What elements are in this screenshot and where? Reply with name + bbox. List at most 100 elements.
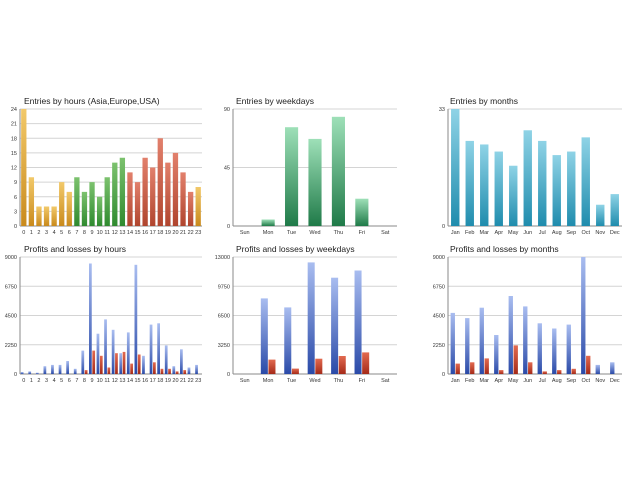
profit-bar [172, 366, 176, 374]
loss-bar [175, 371, 179, 374]
x-tick-label: Sun [240, 378, 250, 384]
y-tick-label: 3250 [218, 343, 230, 349]
x-tick-label: Feb [465, 230, 474, 236]
x-tick-label: 14 [127, 378, 133, 384]
x-tick-label: 0 [22, 378, 25, 384]
y-tick-label: 0 [14, 224, 17, 230]
profit-bar [96, 333, 100, 374]
x-tick-label: 18 [157, 378, 163, 384]
profit-bar [581, 257, 586, 374]
y-tick-label: 0 [442, 372, 445, 378]
y-tick-label: 0 [14, 372, 17, 378]
bar [480, 144, 489, 226]
loss-bar [499, 370, 504, 374]
loss-bar [362, 352, 370, 374]
x-tick-label: 11 [104, 378, 110, 384]
profit-bar [566, 324, 571, 374]
profit-bar [331, 277, 339, 374]
y-tick-label: 12 [11, 166, 17, 172]
x-tick-label: 0 [22, 230, 25, 236]
profit-bar [142, 355, 145, 374]
bar [523, 130, 532, 226]
bar [74, 177, 80, 226]
loss-bar [107, 367, 111, 374]
bar [285, 127, 299, 226]
y-tick-label: 4500 [5, 314, 17, 320]
x-tick-label: Mar [480, 230, 490, 236]
profit-bar [89, 263, 92, 374]
bar [596, 204, 605, 226]
profit-bar [119, 353, 123, 374]
profit-bar [610, 362, 615, 374]
x-tick-label: 18 [157, 230, 163, 236]
x-tick-label: 2 [37, 230, 40, 236]
bar [610, 194, 619, 226]
x-tick-label: Jul [539, 378, 546, 384]
profit-bar [494, 335, 499, 374]
profit-bar [195, 364, 198, 374]
profit-bar [164, 345, 168, 374]
x-tick-label: 8 [83, 230, 86, 236]
y-tick-label: 6500 [218, 314, 230, 320]
x-tick-label: 20 [172, 230, 178, 236]
loss-bar [455, 363, 460, 374]
x-tick-label: 17 [150, 230, 156, 236]
x-tick-label: Sat [381, 230, 390, 236]
bar [187, 191, 194, 226]
x-tick-label: Aug [552, 230, 562, 236]
loss-bar [315, 358, 323, 374]
x-tick-label: Mon [263, 230, 274, 236]
x-tick-label: 12 [112, 378, 118, 384]
x-tick-label: Fri [359, 378, 365, 384]
x-tick-label: Feb [465, 378, 474, 384]
profit-bar [134, 264, 138, 374]
x-tick-label: 21 [180, 378, 186, 384]
bar [465, 140, 474, 226]
x-tick-label: 1 [30, 378, 33, 384]
x-tick-label: Thu [334, 378, 343, 384]
x-tick-label: Fri [359, 230, 365, 236]
y-tick-label: 33 [439, 107, 445, 113]
x-tick-label: 22 [188, 230, 194, 236]
x-tick-label: 3 [45, 378, 48, 384]
x-tick-label: Jul [539, 230, 546, 236]
bar [43, 206, 50, 226]
bar [355, 198, 369, 226]
profit-bar [20, 372, 24, 374]
y-tick-label: 13000 [215, 255, 230, 261]
x-tick-label: 8 [83, 378, 86, 384]
loss-bar [160, 368, 164, 374]
x-tick-label: 6 [68, 230, 71, 236]
x-tick-label: 12 [112, 230, 118, 236]
y-tick-label: 2250 [5, 343, 17, 349]
x-tick-label: Wed [309, 378, 320, 384]
profit-bar [284, 307, 292, 374]
profit-bar [450, 312, 455, 374]
bar [308, 138, 322, 226]
bar [195, 187, 201, 226]
bar [552, 155, 561, 226]
profit-bar [149, 324, 153, 374]
x-tick-label: 13 [119, 378, 125, 384]
y-tick-label: 24 [11, 107, 17, 113]
bar [28, 177, 35, 226]
x-tick-label: Nov [595, 378, 605, 384]
profit-bar [35, 372, 39, 374]
loss-bar [115, 353, 118, 374]
bar [127, 172, 133, 226]
chart-title: Entries by months [450, 96, 519, 106]
loss-bar [99, 355, 103, 374]
bar [494, 151, 503, 226]
x-tick-label: 16 [142, 378, 148, 384]
profit-bar [73, 368, 77, 374]
y-tick-label: 6750 [5, 284, 17, 290]
profit-bar [51, 364, 54, 374]
x-tick-label: 16 [142, 230, 148, 236]
x-tick-label: 9 [91, 378, 94, 384]
y-tick-label: 90 [224, 107, 230, 113]
x-tick-label: 7 [75, 230, 78, 236]
bar [36, 206, 42, 226]
bar [165, 162, 171, 226]
